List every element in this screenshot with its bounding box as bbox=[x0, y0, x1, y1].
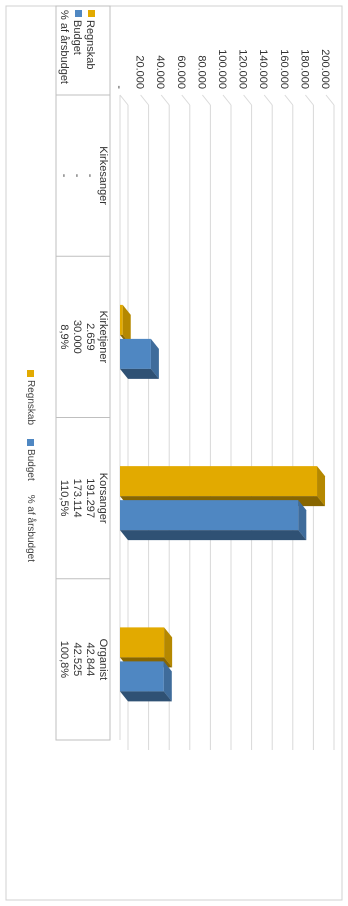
gridline-depth bbox=[305, 94, 314, 106]
category-label-kirkesanger: Kirkesanger bbox=[97, 146, 109, 205]
table-cell-1-1: 30.000 bbox=[71, 320, 83, 354]
table-cell-0-0: - bbox=[84, 174, 96, 178]
table-cell-0-2: 191.297 bbox=[84, 478, 96, 518]
bar-regnskab-organist-front bbox=[120, 627, 165, 658]
y-tick-label: 80.000 bbox=[195, 55, 207, 89]
table-cell-2-0: - bbox=[58, 174, 70, 178]
bar-budget-organist-side bbox=[120, 691, 172, 702]
table-row-label-1: Budget bbox=[71, 20, 83, 55]
legend-item-ratio: % af årsbudget bbox=[25, 495, 36, 562]
category-label-organist: Organist bbox=[97, 639, 109, 681]
legend-item-regnskab: Regnskab bbox=[25, 370, 36, 425]
y-tick-label: 140.000 bbox=[257, 49, 269, 89]
table-row-label-0: Regnskab bbox=[84, 20, 96, 70]
gridline-depth bbox=[263, 94, 273, 106]
table-cell-2-1: 8,9% bbox=[58, 324, 70, 349]
legend-label-regnskab: Regnskab bbox=[25, 380, 36, 426]
table-row-swatch-1 bbox=[75, 10, 82, 17]
legend-swatch-regnskab bbox=[27, 370, 34, 377]
bar-budget-kirketjener-front bbox=[119, 338, 151, 369]
table-cell-0-1: 2.659 bbox=[84, 323, 96, 351]
data-table-frame bbox=[55, 5, 111, 741]
bar-budget-kirketjener-side bbox=[120, 368, 159, 379]
category-label-kirketjener: Kirketjener bbox=[97, 311, 109, 364]
y-tick-label: 60.000 bbox=[175, 55, 187, 89]
legend: Regnskab Budget % af årsbudget bbox=[25, 370, 36, 562]
gridline-depth bbox=[181, 94, 191, 106]
gridline-depth bbox=[222, 94, 232, 106]
chart-border bbox=[5, 5, 343, 901]
y-tick-label: 40.000 bbox=[154, 55, 166, 89]
table-cell-1-3: 42.525 bbox=[71, 643, 83, 677]
bar-regnskab-kirketjener-front bbox=[119, 304, 123, 335]
y-tick-label: 160.000 bbox=[278, 49, 290, 89]
gridline-depth bbox=[119, 94, 129, 106]
y-tick-label: 200.000 bbox=[319, 49, 331, 89]
bar-regnskab-kirketjener-top bbox=[122, 304, 131, 345]
y-tick-label: 120.000 bbox=[237, 49, 249, 89]
table-cell-2-2: 110,5% bbox=[58, 480, 70, 517]
legend-item-budget: Budget bbox=[25, 439, 36, 481]
bar-budget-korsanger-side bbox=[120, 530, 307, 541]
gridline-depth bbox=[243, 94, 252, 106]
bar-budget-organist-front bbox=[120, 661, 164, 692]
bar-budget-organist-top bbox=[163, 661, 172, 702]
legend-swatch-budget bbox=[27, 439, 34, 447]
legend-label-ratio: % af årsbudget bbox=[25, 494, 36, 562]
bar-budget-kirketjener-top bbox=[150, 338, 159, 379]
gridline-depth bbox=[202, 94, 211, 106]
bar-regnskab-korsanger-top bbox=[317, 466, 326, 507]
y-tick-label: - bbox=[113, 85, 125, 89]
gridline-depth bbox=[160, 94, 170, 106]
y-tick-label: 100.000 bbox=[216, 49, 228, 89]
table-cell-1-0: - bbox=[71, 174, 83, 178]
table-row-swatch-0 bbox=[88, 10, 95, 17]
bar-regnskab-organist-top bbox=[164, 627, 173, 668]
bar-budget-korsanger-front bbox=[120, 500, 299, 531]
table-row-label-2: % af årsbudget bbox=[58, 10, 70, 84]
gridline-depth bbox=[284, 94, 294, 106]
gridline-depth bbox=[140, 94, 149, 106]
y-tick-label: 20.000 bbox=[134, 55, 146, 89]
table-cell-0-3: 42.844 bbox=[84, 643, 96, 677]
bar-regnskab-korsanger-front bbox=[120, 466, 318, 497]
gridline-depth bbox=[325, 94, 335, 106]
legend-label-budget: Budget bbox=[25, 449, 36, 481]
bar-budget-korsanger-top bbox=[298, 500, 307, 541]
category-label-korsanger: Korsanger bbox=[97, 473, 109, 524]
y-tick-label: 180.000 bbox=[298, 49, 310, 89]
table-cell-1-2: 173.114 bbox=[71, 479, 83, 518]
table-cell-2-3: 100,8% bbox=[58, 641, 70, 679]
